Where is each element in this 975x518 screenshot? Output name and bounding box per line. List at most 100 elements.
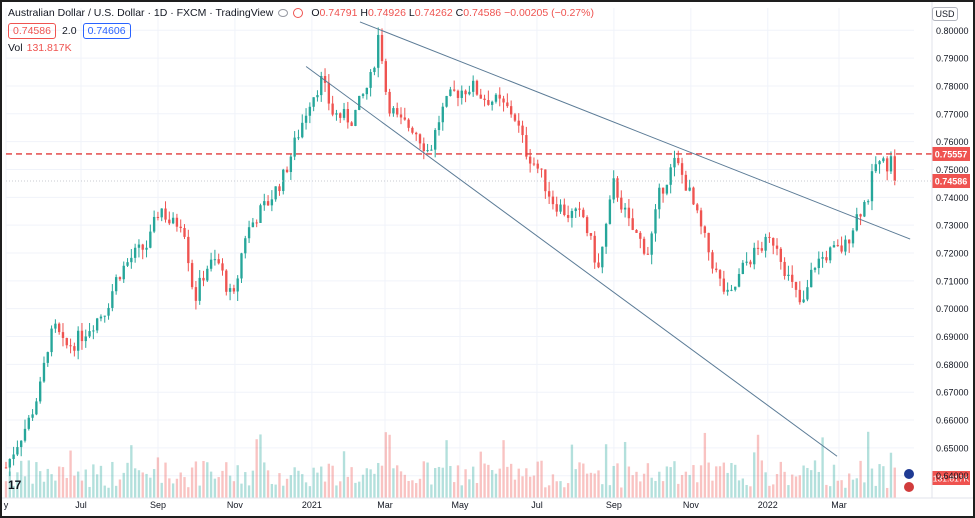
candle-body — [551, 196, 555, 205]
candle-body — [490, 101, 494, 105]
candle-body — [183, 228, 186, 237]
volume-bar — [825, 484, 828, 498]
candle-body — [259, 205, 262, 223]
candle-body — [589, 233, 593, 236]
volume-bar — [688, 474, 691, 498]
volume-bar — [870, 468, 874, 498]
buy-price-button[interactable]: 0.74606 — [82, 23, 131, 39]
candle-body — [114, 277, 118, 292]
candle-body — [80, 330, 84, 342]
volume-bar — [635, 471, 638, 498]
candle-body — [171, 217, 175, 224]
candle-body — [133, 247, 137, 258]
candle-body — [92, 330, 95, 332]
currency-selector[interactable]: USD — [932, 7, 958, 21]
trendlines[interactable] — [305, 21, 911, 457]
volume-bar — [464, 469, 467, 498]
candle-body — [456, 90, 460, 98]
candle-body — [677, 157, 680, 164]
candle-body — [741, 262, 745, 275]
volume-bar — [741, 478, 745, 498]
candle-body — [559, 204, 562, 212]
candle-body — [149, 231, 152, 248]
x-tick-label: Sep — [606, 500, 622, 510]
volume-bar — [380, 465, 384, 498]
volume-bar — [4, 481, 8, 498]
candle-body — [73, 346, 76, 351]
tradingview-logo-icon: 17 — [8, 478, 22, 492]
volume-bar — [27, 460, 30, 498]
volume-bar — [217, 477, 220, 498]
volume-bar — [114, 485, 118, 498]
candle-body — [437, 122, 441, 131]
volume-bar — [365, 468, 368, 498]
volume-bar — [270, 483, 274, 498]
candle-body — [202, 277, 205, 281]
candle-body — [753, 247, 756, 265]
y-tick-label: 0.79000 — [936, 54, 969, 64]
volume-bar — [50, 474, 53, 498]
spread-value: 2.0 — [61, 25, 77, 37]
candle-body — [160, 208, 163, 218]
sell-price-button[interactable]: 0.74586 — [8, 23, 56, 39]
candle-body — [772, 237, 775, 246]
volume-bar — [293, 467, 296, 498]
candle-body — [206, 268, 209, 281]
volume-bar — [388, 434, 391, 498]
volume-bar — [722, 462, 726, 498]
volume-bar — [654, 480, 657, 498]
volume-bar — [878, 464, 881, 498]
volume-bar — [718, 466, 722, 498]
chart-legend: Australian Dollar / U.S. Dollar · 1D · F… — [8, 7, 594, 19]
candle-body — [821, 257, 824, 259]
volume-bar — [779, 461, 782, 498]
candle-body — [388, 91, 391, 114]
volume-bar — [377, 462, 380, 498]
candle-body — [209, 259, 213, 269]
candle-body — [301, 122, 304, 138]
candle-body — [749, 261, 752, 265]
candle-body — [806, 287, 809, 300]
volume-bar — [278, 473, 281, 498]
candle-body — [377, 34, 380, 68]
candle-body — [282, 169, 285, 192]
candle-body — [57, 323, 61, 333]
candle-body — [817, 258, 820, 269]
volume-bar — [126, 462, 129, 498]
volume-badge-label: 131.817K — [933, 474, 970, 484]
y-tick-label: 0.68000 — [936, 360, 969, 370]
volume-legend[interactable]: Vol 131.817K — [8, 42, 72, 54]
candle-body — [764, 236, 767, 251]
settings-icon[interactable] — [293, 8, 304, 18]
volume-bar — [152, 469, 156, 498]
volume-bar — [141, 472, 144, 498]
candle-body — [122, 265, 125, 280]
candle-body — [373, 67, 376, 73]
candle-body — [487, 100, 490, 105]
volume-bar — [46, 468, 49, 498]
x-tick-label: Mar — [377, 500, 393, 510]
volume-bar — [677, 483, 680, 498]
volume-bar — [187, 487, 190, 498]
candle-body — [350, 122, 353, 126]
x-tick-label: Mar — [831, 500, 847, 510]
candle-body — [69, 345, 72, 347]
volume-bar — [251, 470, 255, 498]
candle-body — [460, 90, 463, 98]
eye-icon[interactable] — [278, 9, 289, 17]
volume-bar — [320, 466, 323, 498]
candle-body — [126, 262, 129, 266]
candle-body — [810, 269, 813, 288]
au-flag-icon — [904, 469, 914, 479]
volume-bar — [753, 452, 756, 498]
symbol-title[interactable]: Australian Dollar / U.S. Dollar · 1D · F… — [8, 7, 274, 19]
volume-bar — [145, 473, 148, 498]
volume-bar — [760, 460, 764, 498]
volume-bar — [874, 485, 877, 498]
candle-body — [756, 247, 760, 249]
volume-bar — [122, 472, 125, 498]
volume-bar — [821, 437, 824, 498]
volume-bar — [566, 483, 570, 498]
trendline — [359, 21, 911, 240]
